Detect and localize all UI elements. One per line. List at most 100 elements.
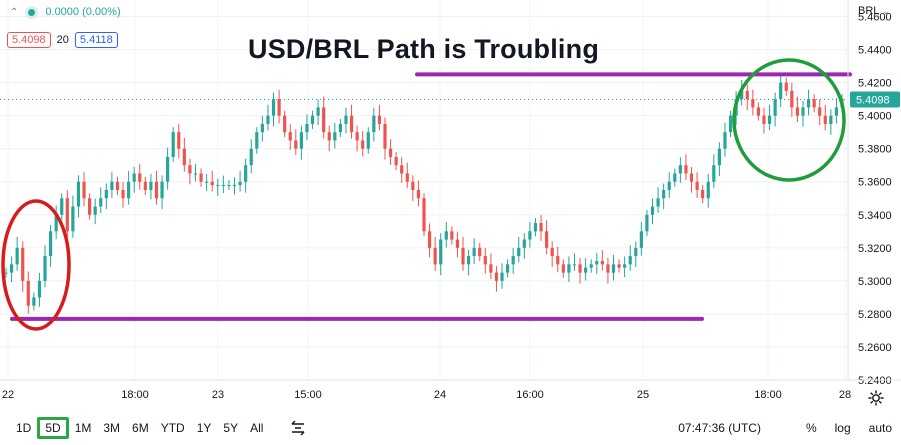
- candle-body: [82, 181, 86, 199]
- candle-body: [411, 181, 415, 190]
- candle-body: [634, 247, 638, 257]
- candle-body: [662, 190, 666, 199]
- candle-body: [99, 198, 103, 207]
- timeframe-5d[interactable]: 5D: [37, 417, 69, 439]
- candle-body: [517, 247, 521, 257]
- time-axis: 22 18:00 23 15:00 24 16:00 25 18:00 28: [0, 379, 901, 401]
- candle-body: [127, 181, 131, 199]
- candle-body: [639, 231, 643, 248]
- x-tick-label: 18:00: [121, 389, 149, 401]
- candle-body: [556, 256, 560, 265]
- candle-body: [829, 115, 833, 124]
- compare-icon[interactable]: [289, 419, 307, 437]
- timeframe-1d[interactable]: 1D: [16, 421, 32, 435]
- candle-body: [149, 181, 153, 190]
- candle-body: [466, 256, 471, 265]
- candle-body: [572, 264, 577, 266]
- percent-scale-button[interactable]: %: [805, 421, 817, 435]
- candle-body: [333, 132, 337, 141]
- candle-body: [684, 165, 688, 174]
- gear-icon[interactable]: [867, 389, 885, 407]
- candle-body: [567, 264, 571, 273]
- candle-body: [210, 181, 214, 186]
- candle-body: [767, 115, 772, 124]
- currency-label: BRL: [858, 5, 879, 17]
- market-status-icon: [28, 8, 36, 16]
- candle-body: [472, 247, 476, 257]
- candle-body: [232, 185, 237, 187]
- utc-clock[interactable]: 07:47:36 (UTC): [678, 421, 761, 435]
- candle-body: [93, 206, 97, 215]
- candle-body: [9, 264, 14, 273]
- y-tick-label: 5.4400: [858, 45, 892, 57]
- candle-body: [740, 90, 744, 100]
- candle-body: [322, 107, 326, 133]
- candle-body: [143, 181, 147, 190]
- sell-price-button[interactable]: 5.4098: [7, 32, 51, 48]
- candle-body: [349, 115, 354, 133]
- candle-body: [689, 173, 694, 182]
- candle-body: [227, 185, 231, 187]
- timeframe-5y[interactable]: 5Y: [223, 421, 239, 435]
- candle-body: [76, 181, 81, 207]
- candle-body: [522, 239, 526, 248]
- candle-body: [104, 190, 108, 199]
- timeframe-1y[interactable]: 1Y: [196, 421, 212, 435]
- candle-body: [712, 165, 716, 182]
- candle-body: [177, 132, 181, 149]
- timeframe-ytd[interactable]: YTD: [160, 421, 185, 435]
- candle-body: [255, 132, 259, 149]
- candle-body: [199, 173, 203, 182]
- candle-body: [461, 247, 465, 265]
- candle-body: [160, 181, 164, 199]
- y-tick-label: 5.3400: [858, 210, 892, 222]
- y-tick-label: 5.3200: [858, 243, 892, 255]
- chevron-up-icon[interactable]: ⌃: [10, 6, 19, 18]
- candle-body: [606, 264, 610, 273]
- candle-body: [344, 115, 348, 124]
- candle-body: [656, 198, 660, 207]
- x-tick-label: 15:00: [294, 389, 322, 401]
- candle-body: [528, 231, 532, 240]
- candle-body: [4, 272, 8, 274]
- candle-body: [294, 140, 298, 149]
- y-tick-label: 5.4200: [858, 78, 892, 90]
- price-chart[interactable]: 5.4600 5.4400 5.4200 5.4000 5.3800 5.3600 5.34…: [0, 0, 901, 411]
- candle-body: [762, 115, 766, 124]
- bottom-toolbar: 1D 5D 1M 3M 6M YTD 1Y 5Y All 07:47:36 (UTC) % lo…: [0, 411, 901, 445]
- x-tick-label: 16:00: [516, 389, 544, 401]
- currency-selector[interactable]: BRL ⌄: [858, 5, 890, 17]
- timeframe-3m[interactable]: 3M: [103, 421, 121, 435]
- timeframe-1m[interactable]: 1M: [74, 421, 92, 435]
- candle-body: [43, 256, 47, 281]
- candle-body: [728, 115, 733, 133]
- candle-body: [154, 181, 159, 199]
- log-scale-button[interactable]: log: [834, 421, 851, 435]
- candle-body: [645, 214, 649, 232]
- candle-body: [48, 231, 53, 257]
- candle-body: [806, 99, 811, 108]
- chart-title: USD/BRL Path is Troubling: [248, 34, 600, 64]
- auto-scale-button[interactable]: auto: [868, 421, 892, 435]
- candle-body: [288, 132, 292, 141]
- y-tick-label: 5.3600: [858, 177, 892, 189]
- candle-body: [790, 90, 794, 108]
- candle-body: [65, 198, 69, 232]
- timeframe-6m[interactable]: 6M: [132, 421, 149, 435]
- candle-body: [310, 115, 315, 124]
- candle-body: [121, 190, 125, 199]
- candle-body: [171, 132, 175, 157]
- candle-body: [455, 239, 460, 248]
- candle-body: [628, 256, 632, 265]
- y-tick-label: 5.4600: [858, 12, 892, 24]
- candle-body: [372, 115, 376, 133]
- candle-body: [271, 99, 276, 116]
- candle-body: [812, 99, 816, 108]
- candle-body: [795, 107, 800, 116]
- y-tick-label: 5.3800: [858, 144, 892, 156]
- buy-price-button[interactable]: 5.4118: [74, 32, 118, 48]
- timeframe-all[interactable]: All: [250, 421, 264, 435]
- candle-body: [166, 156, 170, 182]
- candle-body: [316, 107, 320, 116]
- candle-body: [751, 99, 755, 108]
